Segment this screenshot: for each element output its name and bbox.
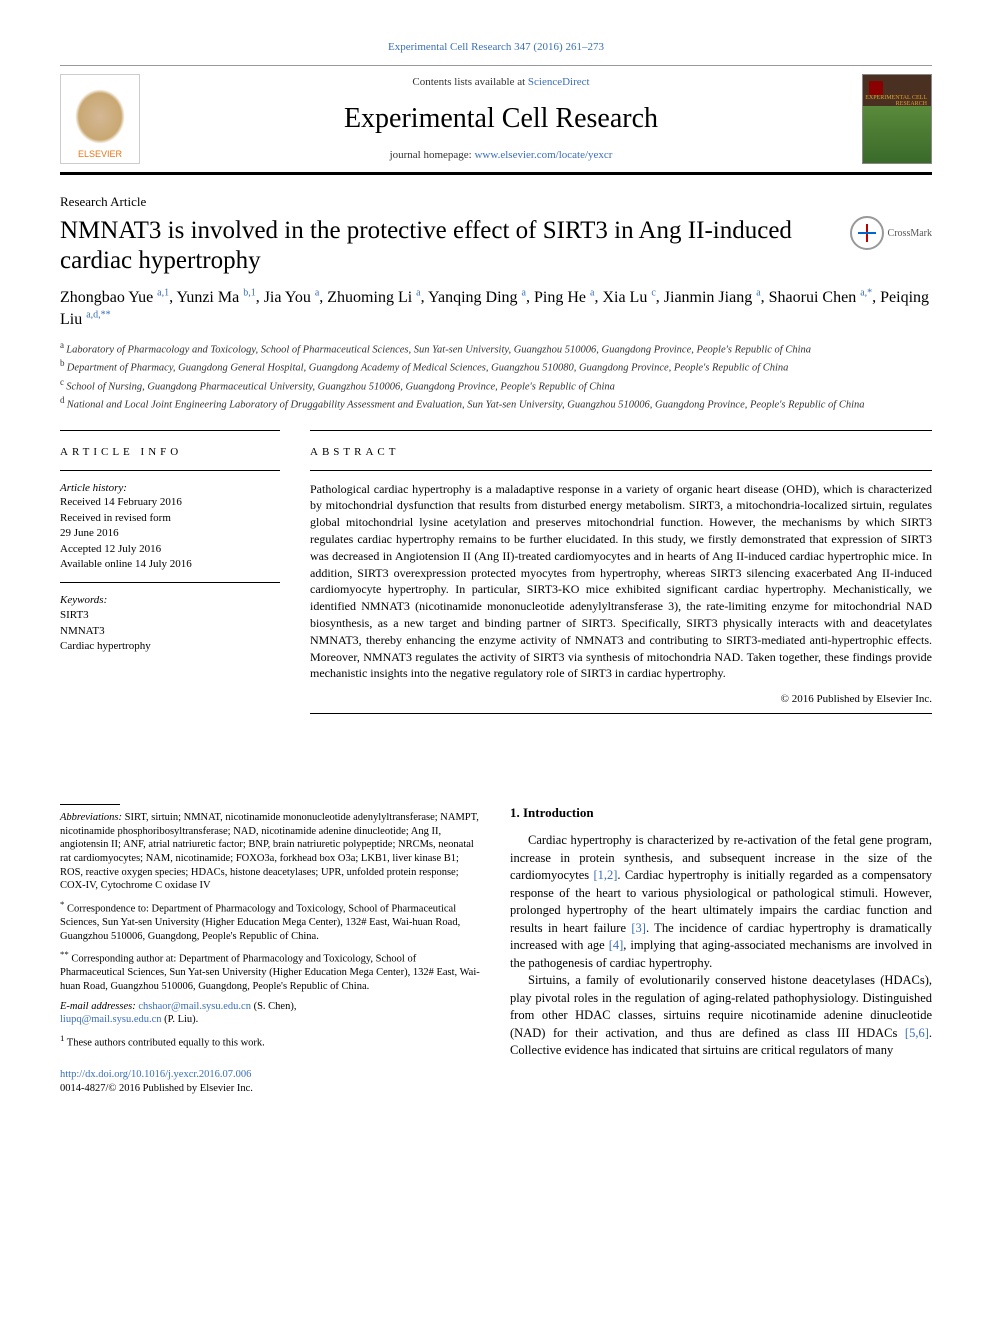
author-affil-mark[interactable]: a [590, 287, 594, 298]
equal-contribution: 1 These authors contributed equally to t… [60, 1033, 480, 1050]
history-item: Received 14 February 2016 [60, 495, 280, 510]
contents-line: Contents lists available at ScienceDirec… [140, 75, 862, 90]
ref-link-5-6[interactable]: [5,6] [905, 1026, 929, 1040]
footnotes-column: Abbreviations: SIRT, sirtuin; NMNAT, nic… [60, 804, 480, 1096]
article-title: NMNAT3 is involved in the protective eff… [60, 216, 850, 276]
introduction-column: 1. Introduction Cardiac hypertrophy is c… [510, 804, 932, 1096]
correspondence-2: ** Corresponding author at: Department o… [60, 949, 480, 993]
abbreviations-footnote: Abbreviations: SIRT, sirtuin; NMNAT, nic… [60, 811, 480, 893]
keywords-label: Keywords: [60, 593, 280, 608]
intro-para-1: Cardiac hypertrophy is characterized by … [510, 832, 932, 972]
email-who-2: (P. Liu). [162, 1014, 199, 1025]
corr2-text: Corresponding author at: Department of P… [60, 954, 480, 992]
email-link-1[interactable]: chshaor@mail.sysu.edu.cn [138, 1001, 251, 1012]
author-affil-mark[interactable]: c [651, 287, 655, 298]
intro-p2-a: Sirtuins, a family of evolutionarily con… [510, 973, 932, 1040]
author: Yunzi Ma b,1 [177, 289, 256, 306]
history-item: Accepted 12 July 2016 [60, 542, 280, 557]
journal-title: Experimental Cell Research [140, 100, 862, 138]
title-row: NMNAT3 is involved in the protective eff… [60, 216, 932, 276]
equal-text: These authors contributed equally to thi… [64, 1038, 264, 1049]
elsevier-logo[interactable]: ELSEVIER [60, 74, 140, 164]
affiliation: d National and Local Joint Engineering L… [60, 395, 932, 412]
author: Ping He a [534, 289, 594, 306]
author: Xia Lu c [602, 289, 655, 306]
history-item: Available online 14 July 2016 [60, 557, 280, 572]
abstract-heading: abstract [310, 445, 932, 460]
crossmark-label: CrossMark [888, 227, 932, 241]
journal-citation-link[interactable]: Experimental Cell Research 347 (2016) 26… [388, 41, 604, 53]
keyword-item: NMNAT3 [60, 624, 280, 639]
affiliation: a Laboratory of Pharmacology and Toxicol… [60, 340, 932, 357]
abstract-text: Pathological cardiac hypertrophy is a ma… [310, 481, 932, 683]
author: Jianmin Jiang a [664, 289, 761, 306]
author: Shaorui Chen a,* [769, 289, 873, 306]
contents-prefix: Contents lists available at [412, 76, 527, 88]
email-label: E-mail addresses: [60, 1001, 136, 1012]
author-affil-mark[interactable]: b,1 [243, 287, 256, 298]
author-affil-mark[interactable]: a [416, 287, 420, 298]
author: Zhongbao Yue a,1 [60, 289, 169, 306]
corr1-text: Correspondence to: Department of Pharmac… [60, 903, 460, 941]
author-affil-mark[interactable]: a [315, 287, 319, 298]
crossmark-badge[interactable]: CrossMark [850, 216, 932, 250]
article-info-heading: article info [60, 445, 280, 460]
header-center: Contents lists available at ScienceDirec… [140, 75, 862, 162]
intro-para-2: Sirtuins, a family of evolutionarily con… [510, 972, 932, 1060]
corr2-mark: ** [60, 949, 69, 959]
info-abstract-row: article info Article history: Received 1… [60, 430, 932, 714]
history-item: Received in revised form [60, 511, 280, 526]
author: Jia You a [264, 289, 320, 306]
homepage-line: journal homepage: www.elsevier.com/locat… [140, 148, 862, 163]
crossmark-icon [850, 216, 884, 250]
author-affil-mark[interactable]: a,d,** [86, 309, 110, 320]
article-type: Research Article [60, 193, 932, 211]
homepage-link[interactable]: www.elsevier.com/locate/yexcr [474, 149, 612, 161]
author-affil-mark[interactable]: a [756, 287, 760, 298]
journal-cover-text: EXPERIMENTAL CELL RESEARCH [863, 95, 927, 108]
affiliation: c School of Nursing, Guangdong Pharmaceu… [60, 377, 932, 394]
corr1-mark: * [60, 899, 64, 909]
ref-link-3[interactable]: [3] [631, 921, 646, 935]
article-info: article info Article history: Received 1… [60, 430, 280, 714]
history-label: Article history: [60, 481, 280, 496]
history-item: 29 June 2016 [60, 526, 280, 541]
abbrev-label: Abbreviations: [60, 812, 122, 823]
affiliation: b Department of Pharmacy, Guangdong Gene… [60, 358, 932, 375]
author: Zhuoming Li a [327, 289, 420, 306]
issn-line: 0014-4827/© 2016 Published by Elsevier I… [60, 1083, 253, 1094]
author-affil-mark[interactable]: a [522, 287, 526, 298]
doi-block: http://dx.doi.org/10.1016/j.yexcr.2016.0… [60, 1068, 480, 1096]
email-who-1: (S. Chen), [251, 1001, 297, 1012]
keyword-item: SIRT3 [60, 608, 280, 623]
copyright-line: © 2016 Published by Elsevier Inc. [310, 692, 932, 707]
keyword-item: Cardiac hypertrophy [60, 639, 280, 654]
journal-header: ELSEVIER Contents lists available at Sci… [60, 65, 932, 175]
email-link-2[interactable]: liupq@mail.sysu.edu.cn [60, 1014, 162, 1025]
abbrev-text: SIRT, sirtuin; NMNAT, nicotinamide monon… [60, 812, 479, 891]
journal-citation[interactable]: Experimental Cell Research 347 (2016) 26… [60, 40, 932, 55]
homepage-prefix: journal homepage: [390, 149, 475, 161]
doi-link[interactable]: http://dx.doi.org/10.1016/j.yexcr.2016.0… [60, 1069, 251, 1080]
body-columns: Abbreviations: SIRT, sirtuin; NMNAT, nic… [60, 804, 932, 1096]
affiliations: a Laboratory of Pharmacology and Toxicol… [60, 340, 932, 412]
abstract-column: abstract Pathological cardiac hypertroph… [310, 430, 932, 714]
journal-cover-icon[interactable]: EXPERIMENTAL CELL RESEARCH [862, 74, 932, 164]
elsevier-tree-icon [75, 89, 125, 144]
correspondence-1: * Correspondence to: Department of Pharm… [60, 899, 480, 943]
author: Yanqing Ding a [428, 289, 526, 306]
ref-link-1-2[interactable]: [1,2] [593, 868, 617, 882]
email-footnote: E-mail addresses: chshaor@mail.sysu.edu.… [60, 1000, 480, 1027]
author-affil-mark[interactable]: a,* [860, 287, 872, 298]
elsevier-label: ELSEVIER [78, 148, 122, 160]
author-affil-mark[interactable]: a,1 [157, 287, 169, 298]
authors-list: Zhongbao Yue a,1, Yunzi Ma b,1, Jia You … [60, 286, 932, 330]
sciencedirect-link[interactable]: ScienceDirect [528, 76, 590, 88]
ref-link-4[interactable]: [4] [609, 938, 624, 952]
introduction-heading: 1. Introduction [510, 804, 932, 822]
